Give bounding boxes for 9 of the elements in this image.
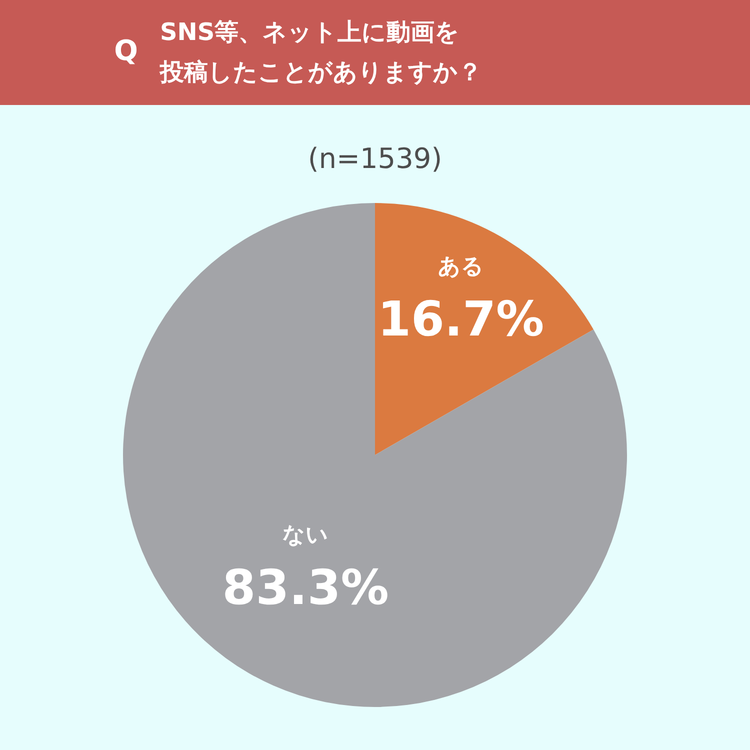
chart-title: SNS等、ネット上に動画を投稿したことがありますか？: [159, 18, 482, 86]
slice-label: ない: [282, 522, 329, 548]
data-label: 16.7%: [378, 292, 544, 348]
text: Q: [114, 34, 138, 67]
pie-slice: [123, 203, 627, 707]
pie-slice: [375, 203, 594, 455]
data-label: 83.3%: [222, 560, 389, 616]
slice-label: ある: [438, 254, 484, 280]
chart-subtitle: (n=1539): [308, 142, 442, 175]
